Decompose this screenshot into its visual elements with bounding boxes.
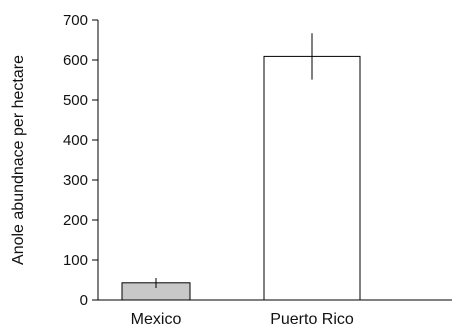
labels: Anole abundnace per hectare Mexico Puerto… <box>10 55 354 328</box>
y-tick-label: 500 <box>63 92 88 109</box>
x-category-label: Puerto Rico <box>270 311 354 328</box>
error-bars <box>155 33 313 288</box>
x-category-label: Mexico <box>131 311 182 328</box>
y-tick-label: 700 <box>63 12 88 29</box>
bars <box>121 55 361 301</box>
y-axis-title: Anole abundnace per hectare <box>10 55 27 265</box>
y-tick-label: 300 <box>63 172 88 189</box>
bar-puerto-rico <box>263 55 361 301</box>
y-tick-label: 400 <box>63 132 88 149</box>
y-tick-label: 100 <box>63 252 88 269</box>
y-tick-label: 600 <box>63 52 88 69</box>
axes: 0 100 200 300 400 500 600 700 <box>63 12 452 309</box>
y-tick-label: 200 <box>63 212 88 229</box>
y-tick-label: 0 <box>80 292 88 309</box>
